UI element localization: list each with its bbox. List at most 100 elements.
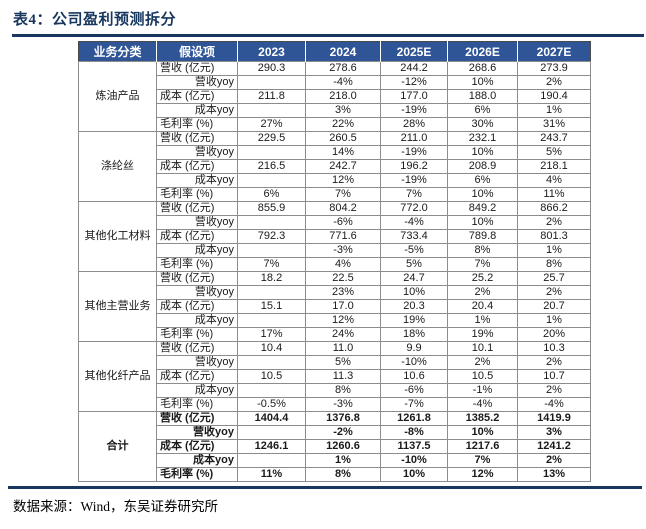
value-cell: 9.9 — [380, 341, 448, 356]
value-cell: 2% — [517, 453, 591, 468]
value-cell — [237, 243, 306, 258]
value-cell: 4% — [517, 173, 591, 188]
title-rule — [12, 34, 644, 37]
value-cell: 1261.8 — [380, 411, 448, 426]
table-row: 成本 (亿元) 15.1 17.0 20.3 20.4 20.7 — [79, 299, 591, 314]
value-cell: -12% — [380, 75, 448, 90]
row-label: 成本 (亿元) — [156, 229, 238, 244]
value-cell: 2% — [517, 383, 591, 398]
value-cell: 11.0 — [305, 341, 381, 356]
value-cell — [237, 453, 306, 468]
value-cell: -10% — [380, 453, 448, 468]
value-cell: 11% — [517, 187, 591, 202]
row-label: 成本yoy — [156, 243, 238, 258]
value-cell — [237, 173, 306, 188]
value-cell: 11% — [237, 467, 306, 482]
row-label: 营收yoy — [156, 285, 238, 300]
row-label: 成本 (亿元) — [156, 159, 238, 174]
value-cell: 25.2 — [447, 271, 518, 286]
value-cell: 1376.8 — [305, 411, 381, 426]
value-cell: 10.5 — [447, 369, 518, 384]
value-cell — [237, 383, 306, 398]
value-cell: 10.7 — [517, 369, 591, 384]
value-cell: 19% — [447, 327, 518, 342]
value-cell: 849.2 — [447, 201, 518, 216]
table-row: 成本 (亿元) 10.5 11.3 10.6 10.5 10.7 — [79, 369, 591, 384]
value-cell: 273.9 — [517, 61, 591, 76]
value-cell: 2% — [447, 285, 518, 300]
value-cell: 232.1 — [447, 131, 518, 146]
value-cell: 17% — [237, 327, 306, 342]
row-label: 毛利率 (%) — [156, 117, 238, 132]
category-cell: 其他化纤产品 — [78, 341, 157, 412]
value-cell: 10% — [447, 215, 518, 230]
value-cell: -2% — [305, 425, 381, 440]
table-row: 营收yoy 23% 10% 2% 2% — [79, 285, 591, 300]
table-row: 其他化工材料 营收 (亿元) 855.9 804.2 772.0 849.2 866.2 — [78, 201, 591, 272]
value-cell: 5% — [517, 145, 591, 160]
row-label: 成本 (亿元) — [156, 89, 238, 104]
value-cell: 13% — [517, 467, 591, 482]
column-header: 2026E — [447, 41, 518, 62]
value-cell: -4% — [305, 75, 381, 90]
value-cell — [237, 103, 306, 118]
table-row: 成本yoy 12% 19% 1% 1% — [79, 313, 591, 328]
value-cell: 8% — [517, 257, 591, 272]
column-header: 2025E — [380, 41, 448, 62]
table-row: 毛利率 (%) 6% 7% 7% 10% 11% — [79, 187, 591, 202]
value-cell: 27% — [237, 117, 306, 132]
value-cell: 801.3 — [517, 229, 591, 244]
value-cell — [237, 75, 306, 90]
row-label: 成本 (亿元) — [156, 299, 238, 314]
value-cell: 290.3 — [237, 61, 306, 76]
value-cell: 216.5 — [237, 159, 306, 174]
value-cell: 211.8 — [237, 89, 306, 104]
value-cell: 6% — [237, 187, 306, 202]
value-cell: 24% — [305, 327, 381, 342]
value-cell: -10% — [380, 355, 448, 370]
value-cell: 15.1 — [237, 299, 306, 314]
value-cell: 1385.2 — [447, 411, 518, 426]
row-label: 营收 (亿元) — [156, 411, 238, 426]
value-cell: -5% — [380, 243, 448, 258]
table-row: 毛利率 (%) -0.5% -3% -7% -4% -4% — [79, 397, 591, 412]
value-cell: 1246.1 — [237, 439, 306, 454]
table-row: 合计 营收 (亿元) 1404.4 1376.8 1261.8 1385.2 1419.9 — [78, 411, 591, 482]
value-cell: 31% — [517, 117, 591, 132]
value-cell: 3% — [305, 103, 381, 118]
row-label: 营收yoy — [156, 75, 238, 90]
value-cell: 4% — [305, 257, 381, 272]
table-row: 毛利率 (%) 11% 8% 10% 12% 13% — [79, 467, 591, 482]
value-cell: 7% — [447, 257, 518, 272]
value-cell: 20.4 — [447, 299, 518, 314]
row-label: 成本yoy — [156, 383, 238, 398]
value-cell: 14% — [305, 145, 381, 160]
value-cell: 10% — [447, 75, 518, 90]
value-cell: 242.7 — [305, 159, 381, 174]
value-cell: -19% — [380, 103, 448, 118]
value-cell: 1% — [517, 313, 591, 328]
value-cell: 177.0 — [380, 89, 448, 104]
value-cell: 1% — [447, 313, 518, 328]
row-label: 营收yoy — [156, 425, 238, 440]
value-cell: 18% — [380, 327, 448, 342]
value-cell: 30% — [447, 117, 518, 132]
value-cell: 10.5 — [237, 369, 306, 384]
value-cell: 772.0 — [380, 201, 448, 216]
value-cell: 8% — [447, 243, 518, 258]
value-cell: -19% — [380, 173, 448, 188]
value-cell: 804.2 — [305, 201, 381, 216]
value-cell: 1% — [517, 243, 591, 258]
value-cell: 23% — [305, 285, 381, 300]
value-cell: 1% — [517, 103, 591, 118]
value-cell: 10% — [380, 285, 448, 300]
value-cell: 218.0 — [305, 89, 381, 104]
row-label: 成本yoy — [156, 103, 238, 118]
value-cell: 260.5 — [305, 131, 381, 146]
value-cell: 10.3 — [517, 341, 591, 356]
value-cell: -4% — [447, 397, 518, 412]
value-cell: -8% — [380, 425, 448, 440]
value-cell: 22.5 — [305, 271, 381, 286]
value-cell: 20.7 — [517, 299, 591, 314]
table-row: 成本yoy 1% -10% 7% 2% — [79, 453, 591, 468]
